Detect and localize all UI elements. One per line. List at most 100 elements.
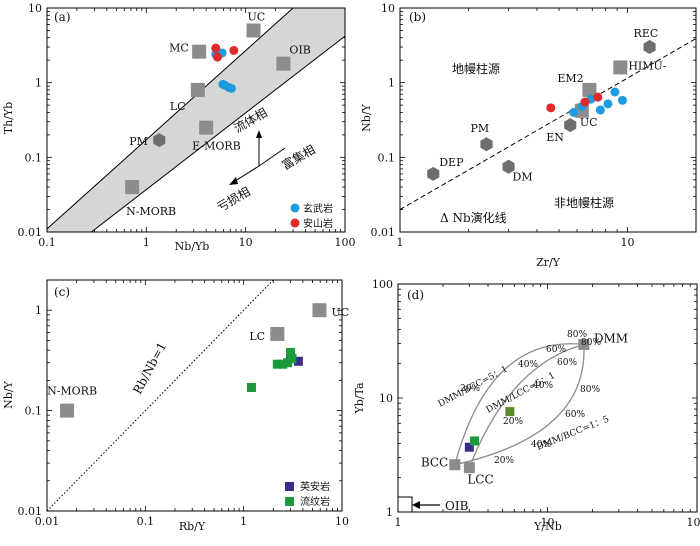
- ref-label: N-MORB: [126, 205, 176, 218]
- panel-b: 1 10 0.01 0.1 1 10 REC HIMU- EM2 UC EN PM DM DEP 地幔柱源非…: [360, 2, 697, 269]
- x-tick-label: 10: [335, 515, 349, 528]
- legend-label: 安山岩: [303, 217, 333, 230]
- y-tick-label: 1: [386, 506, 393, 519]
- y-tick-label: 10: [379, 392, 393, 405]
- oib-arrow-head: [412, 501, 420, 509]
- arrow-enrich: [258, 147, 286, 167]
- sample-point-1: [593, 92, 603, 102]
- panel-label: (d): [407, 288, 424, 302]
- ref-label: PM: [471, 122, 490, 135]
- x-tick-label: 0.1: [137, 515, 155, 528]
- y-axis-label: Yb/Ta: [353, 382, 366, 414]
- y-tick-label: 10: [28, 2, 42, 15]
- rb-nb-line-label: Rb/Nb=1: [130, 340, 169, 397]
- arrow-head: [229, 177, 238, 185]
- ref-label: UC: [580, 116, 598, 129]
- sample-point-0: [293, 356, 303, 366]
- ref-square-em2: [582, 82, 597, 97]
- sample-point-0: [617, 95, 627, 105]
- ref-square-uc: [312, 303, 327, 318]
- sample-point-0: [226, 83, 236, 93]
- percent-label: 80%: [567, 330, 587, 340]
- percent-label: 40%: [518, 360, 538, 370]
- x-axis-label: Zr/Y: [536, 256, 561, 269]
- y-axis-label: Nb/Y: [2, 380, 15, 408]
- ref-label: PM: [129, 135, 148, 148]
- sample-point-0: [464, 442, 474, 452]
- y-tick-label: 1: [388, 77, 395, 90]
- ref-square-mc: [192, 44, 207, 59]
- sample-point-0: [603, 99, 613, 109]
- sample-point-0: [569, 107, 579, 117]
- delta-nb-label: Δ Nb演化线: [440, 210, 507, 225]
- y-tick-label: 1: [35, 304, 42, 317]
- ref-square-n-morb: [125, 180, 140, 195]
- legend-marker: [290, 203, 300, 213]
- panel-a: 0.1 1 10 1000.010.1110UCMCLCOIBE-MORBN-MORB…: [2, 2, 356, 253]
- panel-label: (c): [54, 285, 70, 299]
- sample-point-1: [229, 45, 239, 55]
- x-axis-label: Rb/Y: [179, 520, 206, 533]
- percent-label: 40%: [531, 440, 551, 450]
- sample-point-1: [272, 359, 282, 369]
- arrow-head: [256, 130, 262, 138]
- percent-label: 60%: [565, 410, 585, 420]
- percent-label: 20%: [503, 417, 523, 427]
- y-tick-label: 0.1: [378, 151, 396, 164]
- x-tick-label: 0.01: [35, 515, 60, 528]
- sample-point-1: [286, 347, 296, 357]
- panel-c: 0.01 0.1 1 10 0.01 0.1 1 Rb/Nb=1 UC LC N-MORB 英安岩流纹…: [2, 279, 349, 533]
- panel-label: (b): [409, 10, 426, 24]
- sample-point-2: [505, 407, 515, 417]
- y-axis-label: Th/Yb: [2, 102, 15, 134]
- x-tick-label: 1: [397, 236, 404, 249]
- end-member-label: BCC: [421, 456, 448, 470]
- region-label-nonplume: 非地幔柱源: [554, 195, 614, 210]
- delta-nb-line: [399, 38, 697, 210]
- ref-label: LC: [170, 100, 186, 113]
- ref-square-lc: [190, 82, 205, 97]
- ref-label: MC: [169, 42, 189, 55]
- annotation-deplete: 亏损相: [215, 184, 253, 214]
- x-tick-label: 10: [621, 236, 635, 249]
- end-member-bcc: [449, 459, 461, 471]
- y-tick-label: 10: [381, 2, 395, 15]
- panel-label: (a): [54, 10, 71, 24]
- y-tick-label: 100: [372, 278, 393, 291]
- band-upper-line: [46, 7, 294, 230]
- end-member-label: LCC: [467, 473, 493, 487]
- legend-marker: [285, 497, 294, 506]
- ref-label: DM: [513, 171, 533, 184]
- ref-label: DEP: [439, 156, 464, 169]
- plot-frame: [399, 7, 697, 233]
- y-tick-label: 0.01: [371, 226, 396, 239]
- x-tick-label: 10: [239, 236, 253, 249]
- ref-square-lc: [270, 326, 285, 341]
- ref-hexagon-rec: [643, 40, 656, 54]
- sample-point-0: [610, 87, 620, 97]
- x-tick-label: 1: [143, 236, 150, 249]
- ref-hexagon-pm: [480, 137, 493, 152]
- mantle-array-band: [47, 8, 345, 232]
- ref-square-oib: [276, 56, 291, 71]
- percent-label: 60%: [557, 358, 577, 368]
- end-member-dmm: [578, 338, 590, 350]
- percent-label: 60%: [546, 345, 566, 355]
- y-tick-label: 0.01: [18, 505, 43, 518]
- ref-label: UC: [331, 306, 349, 319]
- ref-label: N-MORB: [47, 385, 97, 398]
- y-tick-label: 0.1: [25, 405, 43, 418]
- sample-point-1: [580, 97, 590, 107]
- annotation-enrich: 富集相: [279, 142, 318, 173]
- x-tick-label: 100: [335, 236, 356, 249]
- rb-nb-line: [46, 279, 274, 512]
- percent-label: 20%: [494, 456, 514, 466]
- sample-point-1: [212, 52, 222, 62]
- legend-label: 流纹岩: [300, 495, 330, 508]
- sample-point-1: [470, 436, 480, 446]
- x-tick-label: 1: [395, 516, 402, 529]
- legend-marker: [290, 218, 300, 228]
- y-tick-label: 0.1: [25, 151, 43, 164]
- mixing-curve-lcc-5-1: [468, 343, 585, 468]
